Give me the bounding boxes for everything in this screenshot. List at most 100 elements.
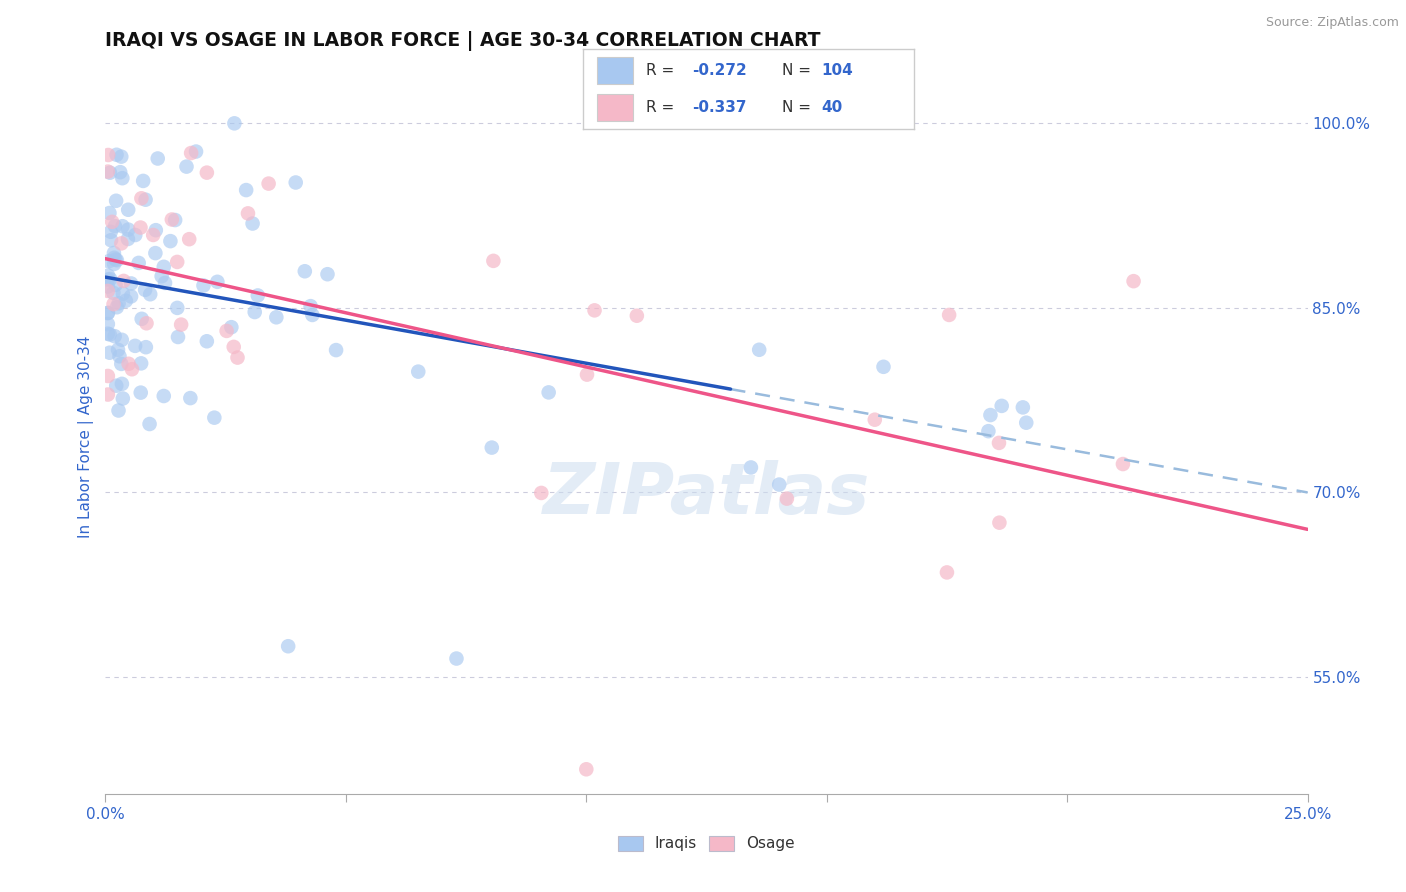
Text: -0.337: -0.337	[693, 100, 747, 115]
Point	[180, 146, 202, 161]
Point	[202, 410, 225, 425]
Point	[243, 305, 266, 319]
Point	[294, 264, 316, 278]
Point	[97, 368, 120, 383]
Point	[110, 165, 132, 179]
Point	[626, 309, 648, 323]
Point	[98, 272, 121, 286]
Point	[98, 327, 121, 342]
Point	[142, 227, 165, 242]
Point	[266, 310, 288, 325]
Point	[170, 318, 193, 332]
Point	[246, 288, 269, 302]
Point	[103, 257, 125, 271]
Point	[537, 385, 560, 400]
Point	[222, 340, 245, 354]
Point	[124, 339, 146, 353]
Point	[97, 284, 120, 298]
Point	[131, 191, 153, 205]
Point	[135, 340, 157, 354]
Point	[98, 206, 121, 220]
Point	[131, 311, 153, 326]
Point	[117, 357, 139, 371]
Point	[105, 194, 128, 208]
FancyBboxPatch shape	[596, 57, 633, 85]
Point	[776, 491, 799, 506]
Point	[768, 477, 790, 491]
Point	[100, 233, 122, 247]
Point	[128, 256, 150, 270]
Point	[110, 357, 132, 371]
Point	[97, 164, 120, 178]
Point	[97, 306, 120, 320]
Point	[97, 148, 120, 162]
Point	[184, 145, 207, 159]
Point	[179, 232, 201, 246]
Point	[575, 762, 598, 776]
Point	[111, 376, 134, 391]
Point	[104, 252, 127, 267]
Text: Source: ZipAtlas.com: Source: ZipAtlas.com	[1265, 16, 1399, 29]
Point	[145, 246, 167, 260]
Point	[108, 349, 131, 363]
Text: 40: 40	[821, 100, 842, 115]
Point	[226, 351, 249, 365]
Text: -0.272: -0.272	[693, 63, 747, 78]
Point	[406, 365, 429, 379]
Point	[159, 234, 181, 248]
Point	[575, 368, 598, 382]
Point	[740, 460, 762, 475]
Point	[135, 193, 157, 207]
Point	[325, 343, 347, 357]
Point	[129, 220, 152, 235]
Text: R =: R =	[647, 100, 679, 115]
Point	[98, 345, 121, 359]
Point	[103, 297, 125, 311]
Legend: Iraqis, Osage: Iraqis, Osage	[612, 830, 801, 857]
Point	[284, 176, 307, 190]
Point	[105, 300, 128, 314]
Point	[117, 222, 139, 236]
Text: N =: N =	[782, 100, 815, 115]
Point	[97, 387, 120, 401]
Point	[1015, 416, 1038, 430]
Point	[103, 246, 125, 260]
Point	[165, 213, 187, 227]
Point	[1011, 401, 1033, 415]
Point	[139, 287, 162, 301]
Point	[977, 424, 1000, 438]
Text: N =: N =	[782, 63, 815, 78]
Point	[111, 392, 134, 406]
Point	[152, 389, 174, 403]
Point	[301, 308, 323, 322]
Point	[166, 301, 188, 315]
Point	[1122, 274, 1144, 288]
Point	[936, 566, 959, 580]
Point	[97, 268, 120, 283]
Point	[97, 306, 120, 320]
Point	[107, 403, 129, 417]
Point	[98, 166, 121, 180]
Point	[129, 356, 152, 370]
Point	[135, 316, 157, 330]
Point	[1112, 457, 1135, 471]
Point	[938, 308, 960, 322]
Point	[530, 486, 553, 500]
Point	[120, 277, 142, 291]
Point	[195, 166, 218, 180]
Point	[152, 260, 174, 274]
Point	[111, 286, 134, 301]
Point	[316, 267, 339, 281]
Point	[132, 174, 155, 188]
Point	[207, 275, 229, 289]
Point	[236, 206, 259, 220]
Point	[100, 225, 122, 239]
Point	[215, 324, 238, 338]
Point	[145, 223, 167, 237]
Point	[110, 236, 132, 251]
Point	[121, 362, 143, 376]
FancyBboxPatch shape	[596, 94, 633, 121]
Point	[990, 399, 1012, 413]
Point	[988, 436, 1011, 450]
Point	[166, 255, 188, 269]
